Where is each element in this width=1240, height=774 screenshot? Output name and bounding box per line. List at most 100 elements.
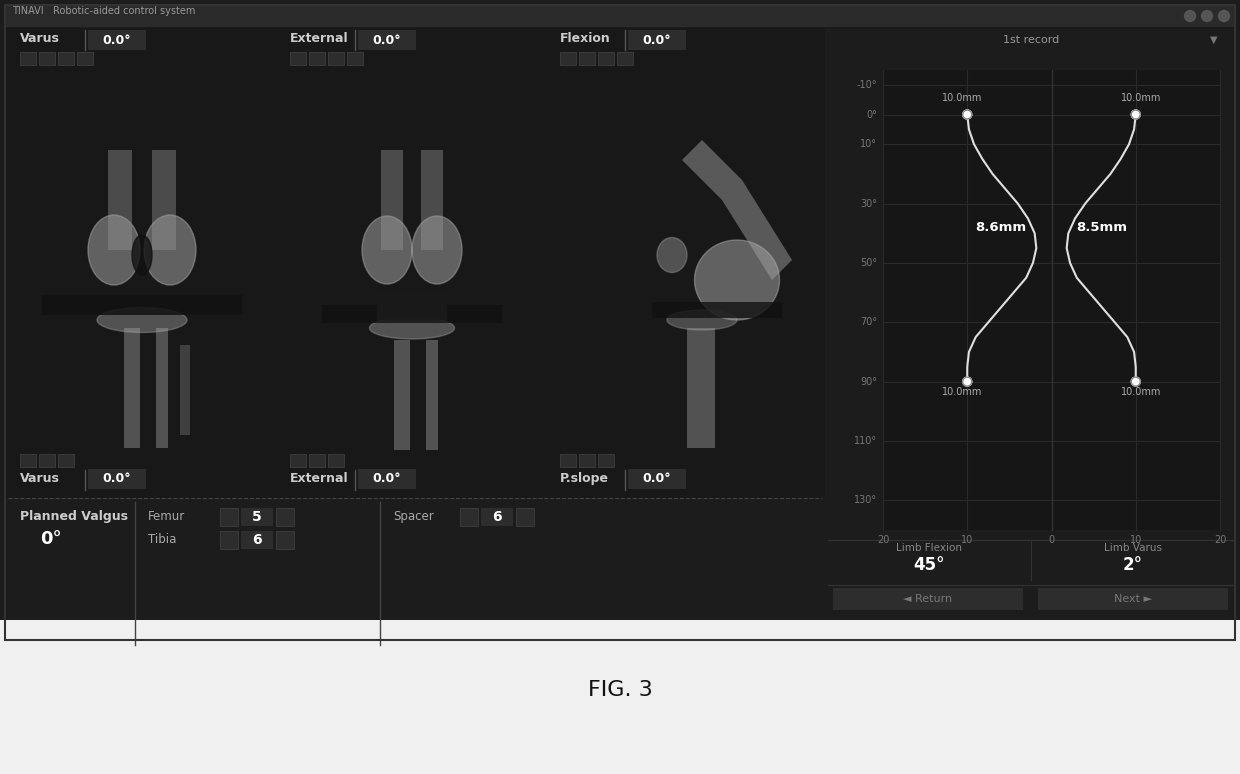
Bar <box>618 52 632 65</box>
Bar <box>347 52 363 65</box>
Bar <box>358 469 415 489</box>
Text: 6: 6 <box>492 510 502 524</box>
Text: -10°: -10° <box>857 80 877 90</box>
Bar <box>5 28 825 648</box>
Bar <box>828 28 1235 648</box>
Text: Limb Varus: Limb Varus <box>1104 543 1162 553</box>
Bar <box>20 454 36 467</box>
Bar <box>77 52 93 65</box>
Text: 110°: 110° <box>854 436 877 446</box>
Bar <box>883 70 1220 530</box>
Bar <box>828 28 1235 648</box>
Bar <box>180 345 190 435</box>
Ellipse shape <box>1202 11 1213 22</box>
Text: 0.0°: 0.0° <box>373 472 402 485</box>
Ellipse shape <box>1219 11 1230 22</box>
Circle shape <box>962 110 972 119</box>
Text: P.slope: P.slope <box>560 472 609 485</box>
Bar <box>394 340 410 450</box>
Bar <box>42 295 242 315</box>
Text: 20: 20 <box>1214 535 1226 545</box>
Text: 0.0°: 0.0° <box>103 472 131 485</box>
Text: Next ►: Next ► <box>1114 594 1152 604</box>
Text: Planned Valgus: Planned Valgus <box>20 510 128 523</box>
Bar <box>579 52 595 65</box>
Text: 1st record: 1st record <box>1003 35 1059 45</box>
Text: ◄ Return: ◄ Return <box>904 594 952 604</box>
Bar <box>219 531 238 549</box>
Text: 10.0mm: 10.0mm <box>942 386 982 396</box>
Bar <box>5 498 825 648</box>
Bar <box>422 150 443 250</box>
Text: External: External <box>290 32 348 45</box>
Text: 0: 0 <box>1049 535 1054 545</box>
Ellipse shape <box>131 235 153 275</box>
Text: 90°: 90° <box>861 377 877 386</box>
Text: 0.0°: 0.0° <box>373 33 402 46</box>
Bar <box>1038 588 1228 610</box>
Bar <box>560 454 577 467</box>
Text: 20: 20 <box>877 535 889 545</box>
Bar <box>153 150 176 250</box>
Bar <box>516 508 534 526</box>
Ellipse shape <box>657 238 687 272</box>
Text: 45°: 45° <box>913 556 945 574</box>
Ellipse shape <box>1184 11 1195 22</box>
Text: TINAVI   Robotic-aided control system: TINAVI Robotic-aided control system <box>12 6 196 16</box>
Bar <box>381 150 403 250</box>
Bar <box>156 328 167 448</box>
Bar <box>598 52 614 65</box>
Text: 8.6mm: 8.6mm <box>976 221 1027 234</box>
Bar <box>290 454 306 467</box>
Circle shape <box>1131 110 1141 119</box>
Text: 0.0°: 0.0° <box>103 33 131 46</box>
Bar <box>277 508 294 526</box>
Text: 0°: 0° <box>40 530 62 548</box>
Text: 10: 10 <box>1130 535 1142 545</box>
Text: Varus: Varus <box>20 472 60 485</box>
Bar <box>5 5 1235 640</box>
Bar <box>329 52 343 65</box>
Bar <box>598 454 614 467</box>
Text: 0°: 0° <box>866 109 877 119</box>
Bar <box>88 469 146 489</box>
Bar <box>833 588 1023 610</box>
Bar <box>481 508 513 526</box>
Text: 8.5mm: 8.5mm <box>1076 221 1127 234</box>
Bar <box>241 531 273 549</box>
Bar <box>652 302 782 318</box>
Ellipse shape <box>412 216 463 284</box>
Text: FIG. 3: FIG. 3 <box>588 680 652 700</box>
Bar <box>687 328 715 448</box>
Bar <box>88 30 146 50</box>
Text: 130°: 130° <box>854 495 877 505</box>
Text: 10.0mm: 10.0mm <box>1121 386 1161 396</box>
Text: Spacer: Spacer <box>393 510 434 523</box>
Bar <box>627 30 686 50</box>
Text: 30°: 30° <box>861 199 877 208</box>
Bar <box>108 150 131 250</box>
Bar <box>329 454 343 467</box>
Text: 10.0mm: 10.0mm <box>942 93 982 102</box>
Bar <box>560 52 577 65</box>
Bar <box>579 454 595 467</box>
Bar <box>58 454 74 467</box>
Text: External: External <box>290 472 348 485</box>
Text: 0.0°: 0.0° <box>642 472 671 485</box>
Ellipse shape <box>88 215 140 285</box>
Text: 10: 10 <box>961 535 973 545</box>
Text: 10°: 10° <box>861 139 877 149</box>
Circle shape <box>1131 377 1141 386</box>
Ellipse shape <box>694 240 780 320</box>
Bar <box>627 469 686 489</box>
Ellipse shape <box>97 307 187 333</box>
Bar <box>290 52 306 65</box>
Bar <box>309 52 325 65</box>
Text: Limb Flexion: Limb Flexion <box>897 543 962 553</box>
Text: 10.0mm: 10.0mm <box>1121 93 1161 102</box>
Bar <box>219 508 238 526</box>
Text: Varus: Varus <box>20 32 60 45</box>
Ellipse shape <box>370 317 455 339</box>
Bar <box>277 531 294 549</box>
Polygon shape <box>682 140 792 280</box>
